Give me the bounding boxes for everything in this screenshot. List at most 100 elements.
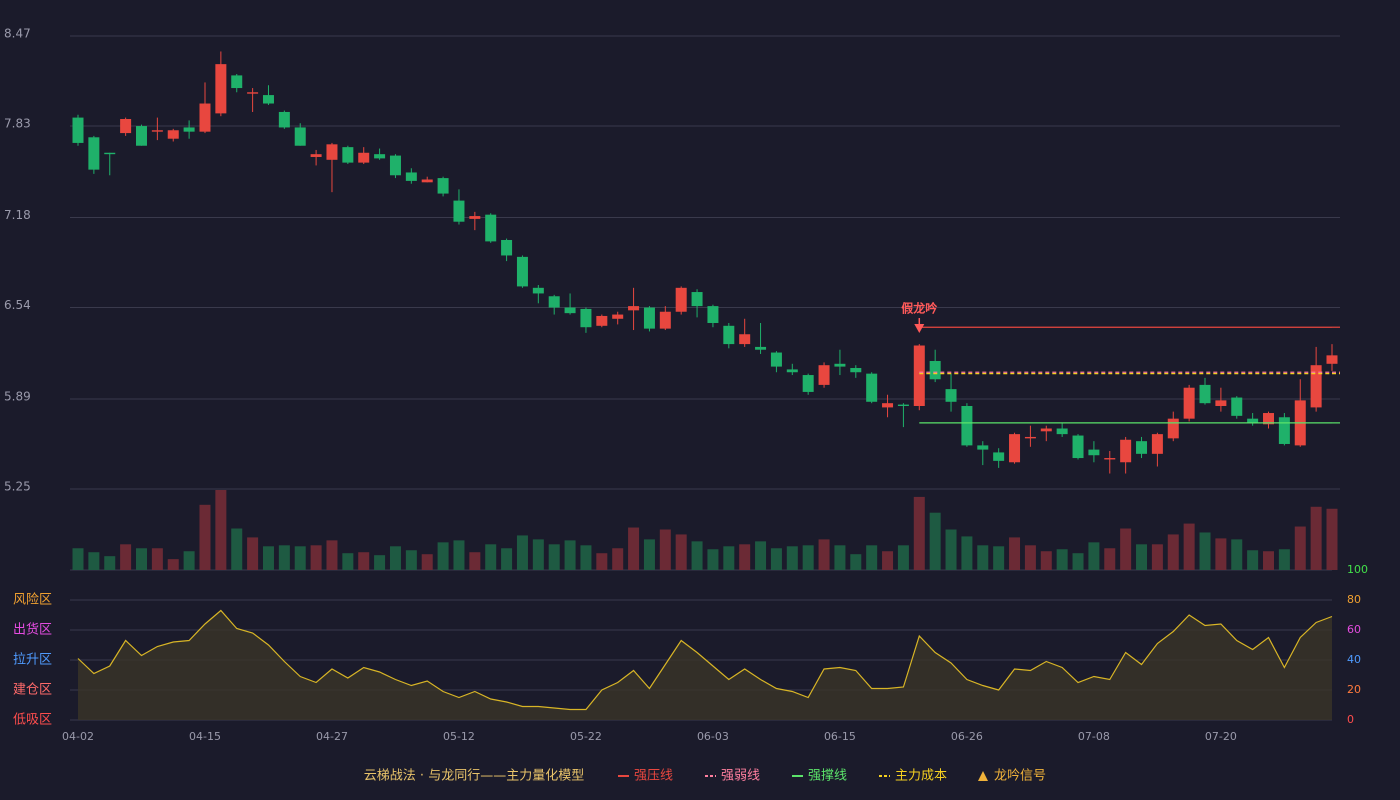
candle-body	[1104, 458, 1116, 460]
volume-bar	[802, 545, 814, 570]
volume-bar	[1294, 526, 1306, 570]
zone-label: 建仓区	[13, 683, 52, 698]
candle-body	[1247, 418, 1259, 423]
x-tick-label: 06-15	[824, 730, 856, 743]
candle-body	[866, 373, 878, 402]
candle-body	[294, 127, 306, 146]
y-tick-label: 7.83	[4, 117, 31, 131]
volume-bar	[1104, 548, 1116, 570]
candle-body	[882, 403, 894, 408]
volume-bar	[215, 489, 227, 570]
volume-bar	[961, 536, 973, 570]
candle-body	[72, 117, 84, 143]
candle-body	[977, 445, 989, 450]
candle-body	[755, 346, 767, 350]
candle-body	[120, 119, 132, 134]
x-tick-label: 06-26	[951, 730, 983, 743]
candle-body	[1136, 441, 1148, 454]
volume-bar	[501, 548, 513, 570]
legend-title: 云梯战法 · 与龙同行——主力量化模型	[364, 769, 584, 784]
volume-bar	[437, 542, 449, 570]
volume-bar	[691, 541, 703, 570]
volume-bar	[516, 535, 528, 570]
x-tick-label: 04-15	[189, 730, 221, 743]
candle-body	[786, 369, 798, 373]
x-tick-label: 05-12	[443, 730, 475, 743]
candle-body	[231, 75, 243, 89]
candle-body	[374, 154, 386, 159]
x-tick-label: 04-02	[62, 730, 94, 743]
zone-label: 风险区	[13, 593, 52, 608]
candle-body	[262, 95, 274, 104]
candle-body	[770, 352, 782, 367]
candle-body	[247, 92, 259, 94]
candle-body	[1167, 418, 1179, 439]
volume-bar	[580, 545, 592, 570]
candle-body	[691, 292, 703, 307]
candle-body	[310, 154, 322, 157]
volume-bar	[786, 546, 798, 570]
volume-bar	[1024, 545, 1036, 570]
volume-bar	[532, 539, 544, 570]
indicator-tick-label: 100	[1347, 563, 1368, 576]
candle-body	[215, 64, 227, 114]
volume-bar	[1263, 551, 1275, 570]
volume-bar	[247, 537, 259, 570]
volume-bar	[913, 496, 925, 570]
volume-bar	[326, 540, 338, 570]
candle-body	[1326, 355, 1338, 364]
volume-bar	[1056, 549, 1068, 570]
candle-body	[564, 307, 576, 314]
volume-bar	[262, 546, 274, 570]
candle-body	[421, 179, 433, 183]
indicator-tick-label: 20	[1347, 683, 1361, 696]
volume-bar	[977, 545, 989, 570]
volume-bar	[167, 559, 179, 570]
volume-bar	[1151, 544, 1163, 570]
candle-body	[929, 360, 941, 380]
candle-body	[739, 334, 751, 345]
y-tick-label: 5.25	[4, 480, 31, 494]
candle-body	[358, 152, 370, 163]
volume-bar	[1183, 523, 1195, 570]
candle-body	[1215, 400, 1227, 406]
indicator-tick-label: 60	[1347, 623, 1361, 636]
volume-bar	[1199, 532, 1211, 570]
volume-bar	[1326, 508, 1338, 570]
volume-bar	[643, 539, 655, 570]
volume-bar	[389, 546, 401, 570]
candle-body	[659, 311, 671, 329]
candle-body	[135, 126, 147, 146]
candle-body	[326, 144, 338, 160]
volume-bar	[485, 544, 497, 570]
indicator-tick-label: 80	[1347, 593, 1361, 606]
volume-bar	[183, 551, 195, 570]
volume-bar	[897, 545, 909, 570]
candle-body	[643, 307, 655, 329]
volume-bar	[1136, 544, 1148, 570]
volume-bar	[469, 552, 481, 570]
volume-bar	[993, 546, 1005, 570]
volume-bar	[231, 528, 243, 570]
legend-label: 强撑线	[808, 769, 847, 784]
candle-body	[278, 111, 290, 128]
zone-label: 低吸区	[13, 713, 52, 728]
candle-body	[183, 127, 195, 132]
y-tick-label: 7.18	[4, 208, 31, 222]
candle-body	[1151, 434, 1163, 454]
candle-body	[389, 155, 401, 176]
signal-arrow	[914, 324, 925, 334]
x-tick-label: 07-08	[1078, 730, 1110, 743]
volume-bar	[135, 548, 147, 570]
volume-bar	[278, 545, 290, 570]
candle-body	[469, 216, 481, 219]
y-tick-label: 6.54	[4, 298, 31, 312]
indicator-area	[78, 610, 1332, 720]
candle-body	[1183, 387, 1195, 419]
y-tick-label: 5.89	[4, 389, 31, 403]
volume-bar	[850, 554, 862, 570]
volume-bar	[723, 546, 735, 570]
volume-bar	[1215, 538, 1227, 570]
